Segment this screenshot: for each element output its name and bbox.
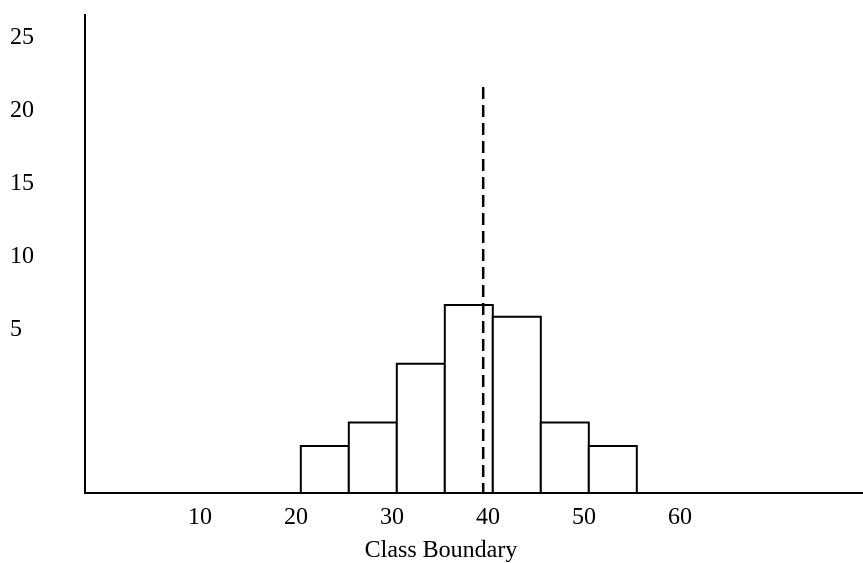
y-tick-label: 5 [10,316,22,342]
x-tick-label: 20 [284,504,308,530]
histogram-bar [299,445,350,494]
y-tick-label: 15 [10,170,34,196]
y-tick-label: 10 [10,243,34,269]
x-tick-label: 60 [668,504,692,530]
x-axis-label: Class Boundary [365,537,518,563]
x-tick-label: 30 [380,504,404,530]
x-tick-label: 40 [476,504,500,530]
x-tick-labels: 10 20 30 40 50 60 [188,504,692,530]
x-tick-label: 50 [572,504,596,530]
histogram-bar [539,421,590,494]
y-tick-label: 25 [10,24,34,50]
y-tick-labels: 5 10 15 20 25 [10,24,34,342]
bars [299,304,638,494]
y-tick-label: 20 [10,97,34,123]
histogram-bar [443,304,494,494]
histogram-bar [347,421,398,494]
histogram-bar [491,315,542,494]
x-tick-label: 10 [188,504,212,530]
histogram-bar [587,445,638,494]
histogram-bar [395,362,446,494]
